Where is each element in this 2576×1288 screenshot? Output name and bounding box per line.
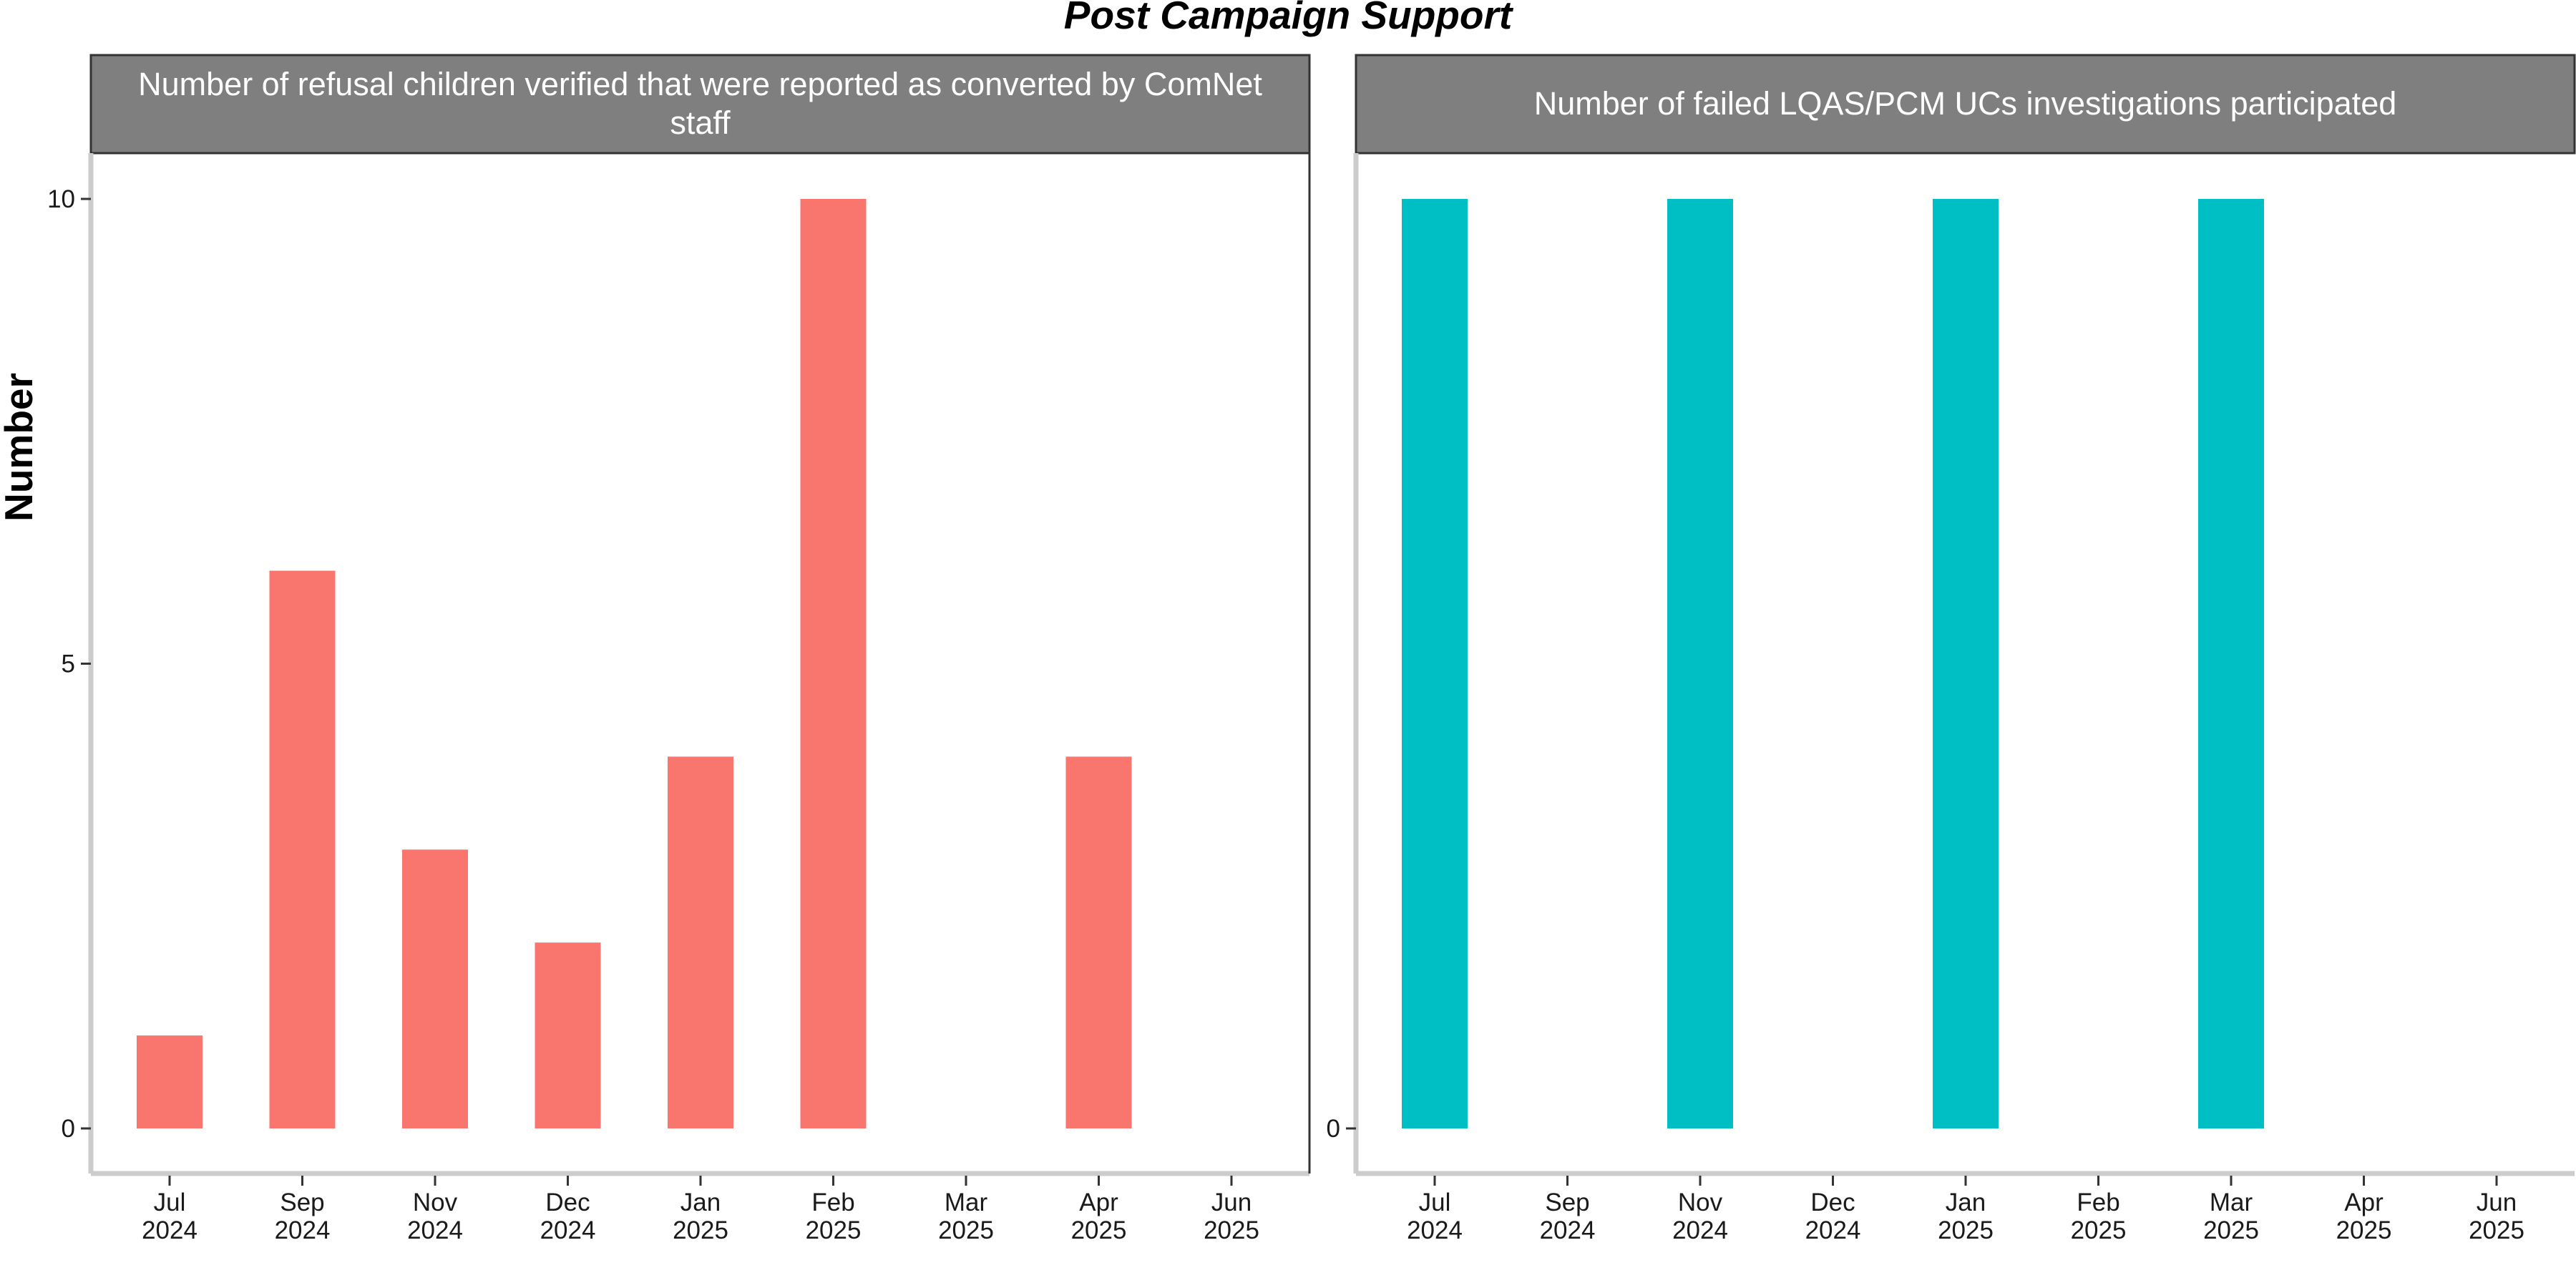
chart-title: Post Campaign Support	[1064, 0, 1514, 37]
bar-1-4	[535, 942, 601, 1128]
x-tick-label: 2025	[806, 1216, 862, 1244]
bar-1-5	[668, 756, 733, 1128]
x-tick-label: Dec	[1810, 1189, 1855, 1216]
x-tick-label: 2025	[1071, 1216, 1127, 1244]
x-tick-label: 2025	[938, 1216, 994, 1244]
x-tick-label: Dec	[545, 1189, 590, 1216]
x-tick-label: Jan	[680, 1189, 721, 1216]
x-tick-label: Mar	[945, 1189, 988, 1216]
bar-1-1	[137, 1035, 203, 1128]
strip-header	[1355, 54, 2576, 155]
x-tick-label: 2025	[1204, 1216, 1259, 1244]
x-tick-label: Jan	[1946, 1189, 1986, 1216]
x-tick-label: 2025	[673, 1216, 728, 1244]
bar-1-8	[1065, 756, 1132, 1128]
y-tick-label: 5	[62, 650, 75, 678]
x-tick-label: 2025	[1938, 1216, 1994, 1244]
x-tick-label: 2024	[1540, 1216, 1596, 1244]
x-tick-label: Feb	[2077, 1189, 2119, 1216]
x-tick-label: 2024	[142, 1216, 197, 1244]
x-tick-label: Nov	[1678, 1189, 1723, 1216]
x-tick-label: 2024	[407, 1216, 463, 1244]
x-tick-label: Nov	[413, 1189, 458, 1216]
bar-2-5	[1933, 199, 1999, 1128]
facet-panel-2: Number of failed LQAS/PCM UCs investigat…	[1327, 54, 2576, 1244]
x-tick-label: Sep	[1545, 1189, 1589, 1216]
x-tick-label: Jun	[2477, 1189, 2517, 1216]
y-axis-label: Number	[0, 373, 41, 522]
x-tick-label: Mar	[2210, 1189, 2253, 1216]
x-tick-label: 2025	[2203, 1216, 2259, 1244]
x-tick-label: Jul	[154, 1189, 186, 1216]
x-tick-label: Apr	[1079, 1189, 1118, 1216]
x-tick-label: Jun	[1211, 1189, 1252, 1216]
x-tick-label: 2024	[1407, 1216, 1463, 1244]
strip-label: staff	[670, 104, 731, 141]
x-tick-label: 2024	[540, 1216, 596, 1244]
strip-label: Number of failed LQAS/PCM UCs investigat…	[1534, 85, 2397, 122]
x-tick-label: Jul	[1419, 1189, 1451, 1216]
x-tick-label: Sep	[280, 1189, 324, 1216]
x-tick-label: 2024	[1805, 1216, 1861, 1244]
bar-2-1	[1402, 199, 1468, 1128]
facet-panel-1: Number of refusal children verified that…	[47, 54, 1311, 1244]
y-tick-label: 0	[62, 1115, 75, 1143]
y-tick-label: 0	[1327, 1115, 1340, 1143]
x-tick-label: Apr	[2344, 1189, 2384, 1216]
strip-header	[89, 54, 1311, 155]
x-tick-label: 2024	[275, 1216, 331, 1244]
y-tick-label: 10	[47, 185, 75, 213]
x-tick-label: 2025	[2336, 1216, 2392, 1244]
bar-1-2	[269, 570, 336, 1128]
x-tick-label: 2025	[2469, 1216, 2524, 1244]
bar-1-3	[402, 849, 468, 1128]
bar-1-6	[800, 199, 867, 1128]
x-tick-label: 2025	[2071, 1216, 2127, 1244]
x-tick-label: 2024	[1672, 1216, 1728, 1244]
strip-label: Number of refusal children verified that…	[138, 66, 1262, 102]
facet-panels: Number of refusal children verified that…	[47, 54, 2576, 1244]
x-tick-label: Feb	[811, 1189, 854, 1216]
bar-2-3	[1667, 199, 1733, 1128]
bar-2-7	[2198, 199, 2264, 1128]
